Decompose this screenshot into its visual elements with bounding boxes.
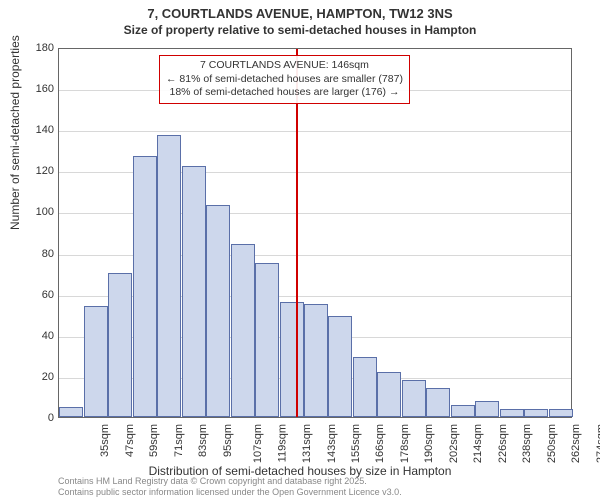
y-axis-label: Number of semi-detached properties: [8, 35, 22, 230]
plot-area: 7 COURTLANDS AVENUE: 146sqm ← 81% of sem…: [58, 48, 572, 418]
x-tick-label: 71sqm: [173, 424, 185, 457]
annot-line-2: ← 81% of semi-detached houses are smalle…: [166, 73, 403, 87]
histogram-bar: [304, 304, 328, 417]
y-tick-label: 40: [24, 330, 54, 342]
x-tick-label: 178sqm: [399, 424, 411, 463]
x-tick-label: 250sqm: [546, 424, 558, 463]
histogram-bar: [255, 263, 279, 417]
x-tick-label: 59sqm: [148, 424, 160, 457]
chart-title: 7, COURTLANDS AVENUE, HAMPTON, TW12 3NS: [0, 6, 600, 21]
histogram-bar: [280, 302, 304, 417]
marker-line: [296, 49, 298, 417]
y-tick-label: 180: [24, 42, 54, 54]
histogram-bar: [59, 407, 83, 417]
credit-line-1: Contains HM Land Registry data © Crown c…: [58, 476, 402, 487]
x-tick-label: 214sqm: [473, 424, 485, 463]
y-tick-label: 120: [24, 165, 54, 177]
x-tick-label: 202sqm: [448, 424, 460, 463]
y-tick-label: 140: [24, 124, 54, 136]
y-tick-label: 0: [24, 412, 54, 424]
chart-subtitle: Size of property relative to semi-detach…: [0, 23, 600, 37]
y-tick-label: 160: [24, 83, 54, 95]
x-tick-label: 83sqm: [197, 424, 209, 457]
histogram-bar: [231, 244, 255, 417]
chart-title-block: 7, COURTLANDS AVENUE, HAMPTON, TW12 3NS …: [0, 6, 600, 37]
histogram-bar: [377, 372, 401, 417]
x-tick-label: 35sqm: [99, 424, 111, 457]
histogram-bar: [451, 405, 475, 417]
credit-line-2: Contains public sector information licen…: [58, 487, 402, 498]
histogram-bar: [182, 166, 206, 417]
annotation-box: 7 COURTLANDS AVENUE: 146sqm ← 81% of sem…: [159, 55, 410, 104]
histogram-bar: [328, 316, 352, 417]
x-tick-label: 155sqm: [350, 424, 362, 463]
histogram-bar: [157, 135, 181, 417]
x-tick-label: 131sqm: [301, 424, 313, 463]
x-tick-label: 190sqm: [424, 424, 436, 463]
histogram-bar: [426, 388, 450, 417]
x-tick-label: 119sqm: [276, 424, 288, 462]
y-tick-label: 80: [24, 248, 54, 260]
histogram-bar: [108, 273, 132, 417]
y-tick-label: 60: [24, 289, 54, 301]
annot-line-1: 7 COURTLANDS AVENUE: 146sqm: [166, 59, 403, 73]
histogram-bar: [206, 205, 230, 417]
x-tick-label: 107sqm: [252, 424, 264, 463]
x-tick-label: 143sqm: [326, 424, 338, 463]
histogram-bar: [500, 409, 524, 417]
histogram-bar: [402, 380, 426, 417]
x-tick-label: 47sqm: [124, 424, 136, 457]
x-tick-label: 166sqm: [375, 424, 387, 463]
x-tick-label: 274sqm: [595, 424, 600, 463]
x-tick-label: 226sqm: [497, 424, 509, 463]
y-tick-label: 20: [24, 371, 54, 383]
histogram-bar: [84, 306, 108, 417]
histogram-bar: [524, 409, 548, 417]
histogram-bar: [133, 156, 157, 417]
credits-block: Contains HM Land Registry data © Crown c…: [58, 476, 402, 498]
y-tick-label: 100: [24, 206, 54, 218]
annot-line-3: 18% of semi-detached houses are larger (…: [166, 86, 403, 100]
gridline: [59, 131, 571, 132]
histogram-chart: 7, COURTLANDS AVENUE, HAMPTON, TW12 3NS …: [0, 0, 600, 500]
x-tick-label: 238sqm: [521, 424, 533, 463]
x-tick-label: 95sqm: [222, 424, 234, 457]
histogram-bar: [353, 357, 377, 417]
histogram-bar: [549, 409, 573, 417]
histogram-bar: [475, 401, 499, 417]
x-tick-label: 262sqm: [570, 424, 582, 463]
